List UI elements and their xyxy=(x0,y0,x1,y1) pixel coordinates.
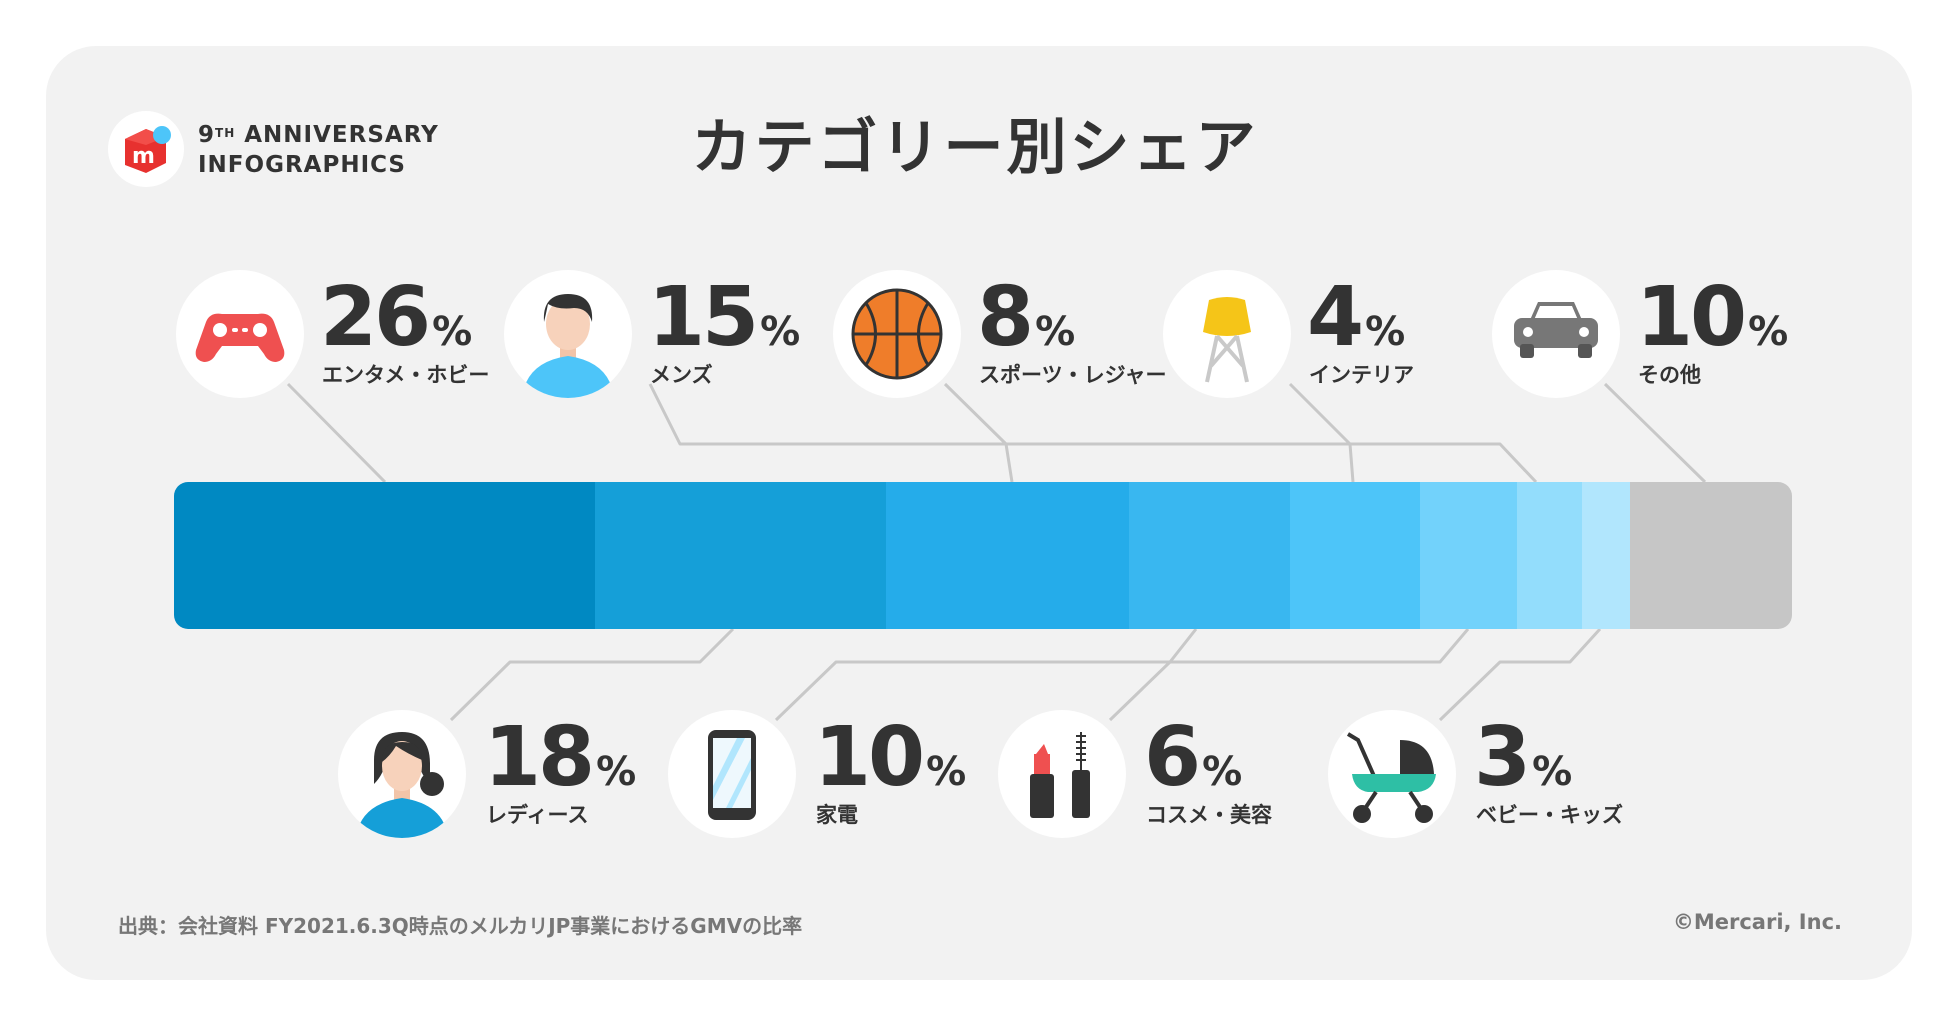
pct-label-baby: 3% xyxy=(1474,710,1573,805)
cat-label-ladies: レディース xyxy=(486,803,589,827)
game-controller-icon xyxy=(176,270,304,398)
copyright: ©Mercari, Inc. xyxy=(1672,910,1842,934)
bar-segment-1 xyxy=(594,482,886,629)
cat-label-cosmetics: コスメ・美容 xyxy=(1146,803,1272,827)
bar-segment-0 xyxy=(174,482,595,629)
stroller-icon xyxy=(1328,710,1456,838)
smartphone-icon xyxy=(668,710,796,838)
cat-label-interior: インテリア xyxy=(1309,363,1414,387)
bar-segment-7 xyxy=(1581,482,1631,629)
source-note: 出典：会社資料 FY2021.6.3Q時点のメルカリJP事業におけるGMVの比率 xyxy=(118,914,803,938)
bar-segment-8 xyxy=(1630,482,1792,629)
cat-label-other: その他 xyxy=(1638,363,1701,387)
cat-label-mens: メンズ xyxy=(650,363,713,387)
cat-label-electronics: 家電 xyxy=(816,803,858,827)
bar-segment-5 xyxy=(1419,482,1517,629)
mercari-logo: m xyxy=(108,111,184,187)
basketball-icon xyxy=(833,270,961,398)
pct-label-electronics: 10% xyxy=(814,710,967,805)
pct-label-entertainment: 26% xyxy=(320,270,473,365)
cat-label-baby: ベビー・キッズ xyxy=(1476,803,1623,827)
chart-title: カテゴリー別シェア xyxy=(691,113,1259,183)
pct-label-mens: 15% xyxy=(648,270,801,365)
cat-label-entertainment: エンタメ・ホビー xyxy=(322,363,490,387)
bar-segment-2 xyxy=(885,482,1129,629)
bar-segment-6 xyxy=(1516,482,1582,629)
man-avatar-icon xyxy=(504,270,632,398)
bar-segment-3 xyxy=(1128,482,1291,629)
bar-segment-4 xyxy=(1290,482,1420,629)
car-icon xyxy=(1492,270,1620,398)
lipstick-mascara-icon xyxy=(998,710,1126,838)
woman-avatar-icon xyxy=(338,710,466,838)
brand-text: 9TH ANNIVERSARY INFOGRAPHICS xyxy=(198,122,439,178)
svg-text:m: m xyxy=(132,144,155,169)
cat-label-sports: スポーツ・レジャー xyxy=(979,363,1167,387)
pct-label-ladies: 18% xyxy=(484,710,637,805)
pct-label-other: 10% xyxy=(1636,270,1789,365)
stacked-share-bar xyxy=(174,482,1792,629)
pct-label-cosmetics: 6% xyxy=(1144,710,1243,805)
pct-label-interior: 4% xyxy=(1307,270,1406,365)
chair-icon xyxy=(1163,270,1291,398)
pct-label-sports: 8% xyxy=(977,270,1076,365)
